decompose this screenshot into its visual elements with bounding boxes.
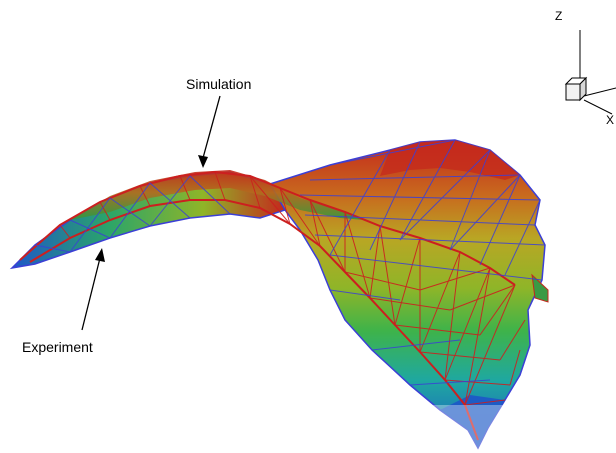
z-axis-label: Z	[555, 9, 562, 23]
tip-region	[440, 395, 505, 448]
simulation-triangulation	[59, 171, 526, 406]
triad-cube-side	[579, 76, 587, 102]
rear-fin	[531, 273, 549, 303]
axes-triad: Z X	[555, 9, 616, 127]
corner-fade	[430, 405, 616, 453]
simulation-mesh-lower	[29, 199, 479, 441]
x-axis-line	[583, 87, 616, 97]
triad-cube-front	[565, 83, 581, 101]
simulation-arrow	[198, 95, 221, 168]
experiment-label: Experiment	[22, 339, 93, 355]
left-arm-mesh	[34, 175, 231, 253]
experiment-triangulation	[299, 139, 546, 386]
simulation-label: Simulation	[186, 76, 251, 92]
experiment-arrow	[81, 248, 105, 331]
x-axis-label: X	[606, 113, 614, 127]
right-lobe-top-band	[380, 140, 520, 180]
y-axis-line	[583, 99, 613, 115]
